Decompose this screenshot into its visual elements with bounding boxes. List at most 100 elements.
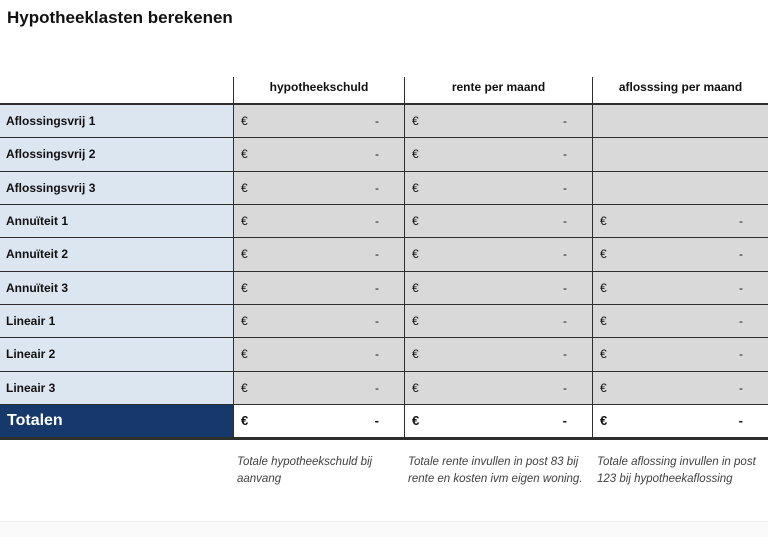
empty-amount: - xyxy=(375,147,379,162)
euro-symbol: € xyxy=(600,314,607,329)
column-header-row: hypotheekschuld rente per maand aflosssi… xyxy=(0,77,768,103)
empty-amount: - xyxy=(375,114,379,129)
footnote-aflossing: Totale aflossing invullen in post 123 bi… xyxy=(597,456,756,485)
amount-cell-rente[interactable]: € - xyxy=(404,371,592,404)
amount-cell-rente[interactable]: € - xyxy=(404,304,592,338)
totals-label: Totalen xyxy=(0,404,233,437)
euro-symbol: € xyxy=(600,380,607,395)
empty-amount: - xyxy=(375,247,379,262)
amount-cell-aflossing[interactable] xyxy=(592,138,768,171)
amount-cell-rente[interactable]: € - xyxy=(404,105,592,138)
table-row: Lineair 2 € - € - € - xyxy=(0,338,768,372)
empty-amount: - xyxy=(739,347,743,362)
euro-symbol: € xyxy=(241,380,248,395)
row-label: Aflossingsvrij 1 xyxy=(0,105,233,138)
amount-cell-aflossing[interactable]: € - xyxy=(592,304,768,338)
amount-cell-hypotheekschuld[interactable]: € - xyxy=(233,338,404,371)
amount-cell-rente[interactable]: € - xyxy=(404,238,592,271)
euro-symbol: € xyxy=(412,380,419,395)
table-row: Aflossingsvrij 3 € - € - xyxy=(0,171,768,205)
table-body: Aflossingsvrij 1 € - € - Aflossingsvrij 2 € - € -… xyxy=(0,105,768,405)
empty-amount: - xyxy=(374,413,379,429)
amount-cell-rente[interactable]: € - xyxy=(404,271,592,304)
empty-amount: - xyxy=(738,413,743,429)
table-row: Lineair 3 € - € - € - xyxy=(0,371,768,405)
amount-cell-hypotheekschuld[interactable]: € - xyxy=(233,171,404,204)
euro-symbol: € xyxy=(412,413,420,429)
amount-cell-rente[interactable]: € - xyxy=(404,171,592,204)
euro-symbol: € xyxy=(600,247,607,262)
empty-amount: - xyxy=(739,280,743,295)
row-label: Lineair 3 xyxy=(0,371,233,404)
row-label: Annuïteit 1 xyxy=(0,204,233,238)
table-row: Lineair 1 € - € - € - xyxy=(0,304,768,339)
row-label: Lineair 1 xyxy=(0,304,233,338)
empty-amount: - xyxy=(563,347,567,362)
euro-symbol: € xyxy=(241,147,248,162)
empty-amount: - xyxy=(739,214,743,229)
empty-amount: - xyxy=(739,380,743,395)
euro-symbol: € xyxy=(241,413,249,429)
row-label: Aflossingsvrij 2 xyxy=(0,138,233,171)
amount-cell-hypotheekschuld[interactable]: € - xyxy=(233,271,404,304)
amount-cell-rente[interactable]: € - xyxy=(404,204,592,238)
footnote-hypotheekschuld: Totale hypotheekschuld bij aanvang xyxy=(237,456,373,485)
total-cell-rente[interactable]: € - xyxy=(404,404,592,437)
page-title: Hypotheeklasten berekenen xyxy=(7,8,233,27)
empty-amount: - xyxy=(563,180,567,195)
amount-cell-hypotheekschuld[interactable]: € - xyxy=(233,238,404,271)
euro-symbol: € xyxy=(241,280,248,295)
empty-amount: - xyxy=(563,314,567,329)
empty-amount: - xyxy=(563,280,567,295)
empty-amount: - xyxy=(563,114,567,129)
table-row: Aflossingsvrij 1 € - € - xyxy=(0,105,768,139)
amount-cell-aflossing[interactable]: € - xyxy=(592,271,768,304)
total-cell-aflossing[interactable]: € - xyxy=(592,404,768,437)
table-row: Annuïteit 3 € - € - € - xyxy=(0,271,768,305)
empty-amount: - xyxy=(375,180,379,195)
amount-cell-hypotheekschuld[interactable]: € - xyxy=(233,105,404,138)
euro-symbol: € xyxy=(600,214,607,229)
empty-amount: - xyxy=(739,314,743,329)
euro-symbol: € xyxy=(412,147,419,162)
euro-symbol: € xyxy=(600,347,607,362)
amount-cell-rente[interactable]: € - xyxy=(404,338,592,371)
table-row: Annuïteit 1 € - € - € - xyxy=(0,204,768,239)
amount-cell-hypotheekschuld[interactable]: € - xyxy=(233,204,404,238)
amount-cell-hypotheekschuld[interactable]: € - xyxy=(233,304,404,338)
amount-cell-aflossing[interactable] xyxy=(592,105,768,138)
empty-amount: - xyxy=(375,314,379,329)
empty-amount: - xyxy=(563,147,567,162)
row-label: Aflossingsvrij 3 xyxy=(0,171,233,204)
euro-symbol: € xyxy=(241,247,248,262)
amount-cell-rente[interactable]: € - xyxy=(404,138,592,171)
column-header-rente-per-maand: rente per maand xyxy=(404,77,592,103)
euro-symbol: € xyxy=(600,413,608,429)
empty-amount: - xyxy=(375,380,379,395)
amount-cell-aflossing[interactable]: € - xyxy=(592,371,768,404)
euro-symbol: € xyxy=(412,114,419,129)
row-label: Lineair 2 xyxy=(0,338,233,371)
empty-amount: - xyxy=(375,214,379,229)
empty-amount: - xyxy=(563,214,567,229)
euro-symbol: € xyxy=(241,347,248,362)
empty-amount: - xyxy=(375,347,379,362)
amount-cell-hypotheekschuld[interactable]: € - xyxy=(233,138,404,171)
amount-cell-aflossing[interactable]: € - xyxy=(592,204,768,238)
amount-cell-hypotheekschuld[interactable]: € - xyxy=(233,371,404,404)
row-label: Annuïteit 3 xyxy=(0,271,233,304)
table-row: Aflossingsvrij 2 € - € - xyxy=(0,138,768,172)
row-label: Annuïteit 2 xyxy=(0,238,233,271)
euro-symbol: € xyxy=(412,280,419,295)
empty-amount: - xyxy=(562,413,567,429)
table-row: Annuïteit 2 € - € - € - xyxy=(0,238,768,272)
header-spacer xyxy=(0,77,233,103)
total-cell-hypotheekschuld[interactable]: € - xyxy=(233,404,404,437)
amount-cell-aflossing[interactable] xyxy=(592,171,768,204)
amount-cell-aflossing[interactable]: € - xyxy=(592,238,768,271)
empty-amount: - xyxy=(563,380,567,395)
amount-cell-aflossing[interactable]: € - xyxy=(592,338,768,371)
euro-symbol: € xyxy=(600,280,607,295)
column-header-hypotheekschuld: hypotheekschuld xyxy=(233,77,404,103)
empty-amount: - xyxy=(739,247,743,262)
